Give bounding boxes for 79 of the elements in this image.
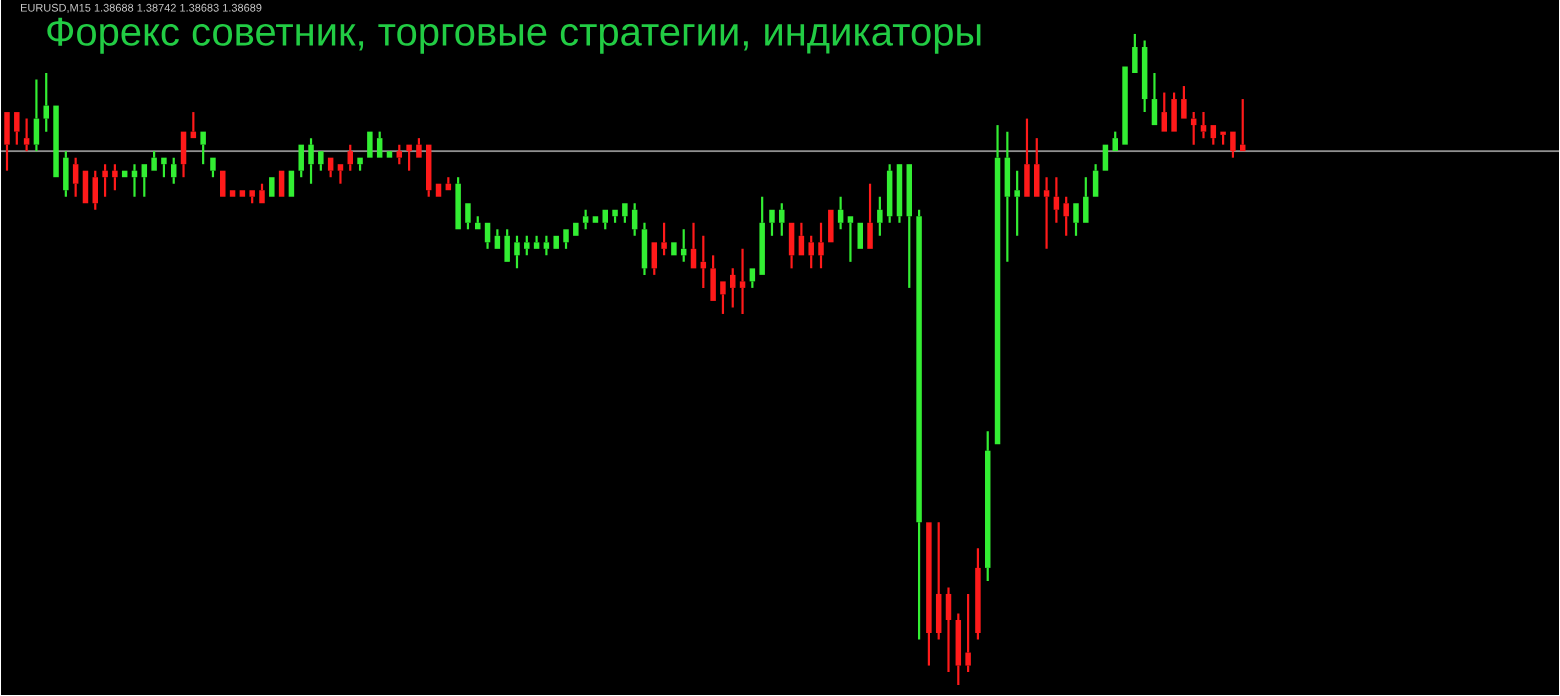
candlestick <box>720 281 726 316</box>
candlestick <box>151 150 157 172</box>
candlestick <box>1132 33 1138 74</box>
candlestick <box>1034 137 1040 198</box>
candlestick <box>818 222 824 270</box>
candlestick <box>612 210 618 225</box>
candlestick <box>730 267 736 309</box>
candlestick <box>1141 39 1148 114</box>
candlestick <box>945 586 952 674</box>
candlestick <box>641 222 648 277</box>
candlestick <box>1073 203 1079 238</box>
candlestick <box>318 151 324 173</box>
candlestick <box>170 157 177 186</box>
candlestick <box>779 202 785 238</box>
candlestick <box>710 254 716 302</box>
candlestick <box>994 124 1001 445</box>
candlestick <box>14 112 20 147</box>
candlestick <box>308 137 314 186</box>
candlestick <box>896 164 903 225</box>
candlestick <box>847 216 854 264</box>
candlestick <box>749 268 756 290</box>
candlestick <box>886 163 893 225</box>
candlestick <box>425 145 432 199</box>
candlestick <box>622 203 628 225</box>
candlestick <box>1210 125 1217 147</box>
candlestick <box>935 521 942 642</box>
candlestick <box>1230 132 1236 160</box>
candlestick <box>984 430 991 583</box>
chart-title: Форекс советник, торговые стратегии, индикаторы <box>47 18 981 55</box>
candlestick <box>759 196 765 276</box>
candlestick <box>955 612 962 687</box>
candlestick <box>1053 176 1060 225</box>
candlestick <box>975 547 981 642</box>
candlestick <box>475 215 481 230</box>
candlestick <box>23 117 30 153</box>
candlestick <box>769 210 775 238</box>
candlestick <box>739 248 746 316</box>
candlestick <box>661 222 667 257</box>
candlestick <box>416 137 422 159</box>
candlestick <box>1043 176 1050 251</box>
candlestick <box>102 163 108 199</box>
candlestick <box>1063 196 1069 238</box>
candlestick <box>916 209 922 642</box>
candlestick <box>63 150 69 199</box>
candlestick <box>4 112 10 173</box>
candlestick <box>347 143 353 173</box>
candlestick <box>200 132 206 166</box>
candlestick <box>563 229 569 251</box>
candlestick <box>877 196 883 238</box>
candlestick <box>1220 132 1226 147</box>
candlestick <box>543 235 550 257</box>
candlestick <box>72 157 79 199</box>
candlestick <box>504 228 510 263</box>
candlestick <box>1092 163 1099 198</box>
candlestick <box>1200 111 1207 140</box>
candlestick <box>92 170 99 212</box>
candlestick <box>337 164 344 186</box>
candlestick <box>808 235 814 270</box>
candlestick <box>406 145 412 173</box>
candlestick <box>455 176 461 230</box>
candlestick <box>33 78 40 153</box>
candlestick <box>494 228 501 250</box>
candlestick <box>141 164 148 199</box>
candlestick <box>965 593 971 674</box>
candlestick <box>112 163 118 192</box>
candlestick <box>926 522 932 668</box>
candlestick <box>867 183 873 250</box>
candlestick <box>161 158 167 179</box>
candlestick <box>357 158 363 173</box>
candlestick <box>651 242 658 277</box>
candlestick <box>514 235 520 270</box>
candlestick <box>1151 72 1158 126</box>
candlestick <box>43 72 49 134</box>
candlestick <box>1014 170 1020 238</box>
candlestick <box>906 164 913 290</box>
candlestick <box>1181 85 1187 120</box>
candlestick <box>1004 130 1011 264</box>
candlestick <box>1024 117 1030 198</box>
candlestick <box>837 196 844 231</box>
